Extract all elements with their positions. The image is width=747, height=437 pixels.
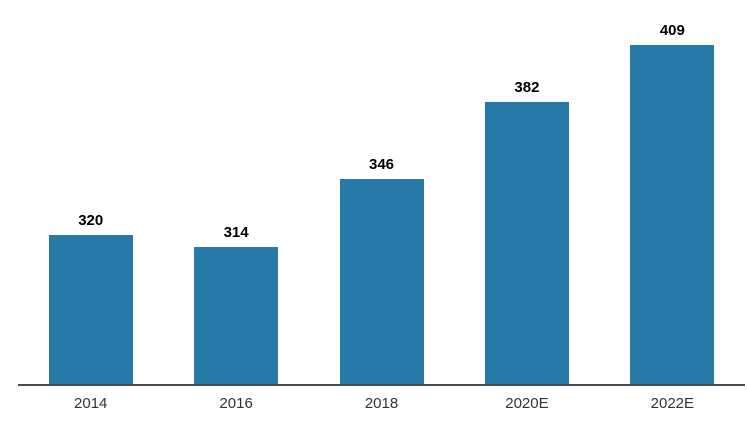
- bar-value-label: 320: [78, 211, 104, 229]
- bar-group-2022e: 409: [600, 0, 745, 384]
- bar-group-2018: 346: [309, 0, 454, 384]
- bar: [630, 45, 715, 384]
- bar: [484, 102, 569, 384]
- chart-area: 320 314 346 382 409 2014 2016 2: [18, 0, 745, 412]
- x-axis-tick-labels: 2014 2016 2018 2020E 2022E: [18, 386, 745, 412]
- plot-area: 320 314 346 382 409: [18, 0, 745, 386]
- x-tick-label: 2018: [364, 395, 399, 412]
- x-tick-label: 2022E: [650, 395, 695, 412]
- bar: [48, 235, 133, 384]
- x-tick-label: 2014: [74, 395, 108, 412]
- bar: [339, 179, 424, 384]
- bar-value-label: 409: [659, 21, 685, 39]
- bar-value-label: 314: [223, 223, 249, 241]
- bar: [194, 247, 279, 384]
- bar-group-2020e: 382: [454, 0, 599, 384]
- bar-value-label: 346: [369, 155, 395, 173]
- bar-group-2016: 314: [163, 0, 308, 384]
- bar-value-label: 382: [514, 78, 540, 96]
- bar-group-2014: 320: [18, 0, 163, 384]
- x-tick-label: 2020E: [505, 395, 549, 412]
- x-tick-label: 2016: [219, 395, 253, 412]
